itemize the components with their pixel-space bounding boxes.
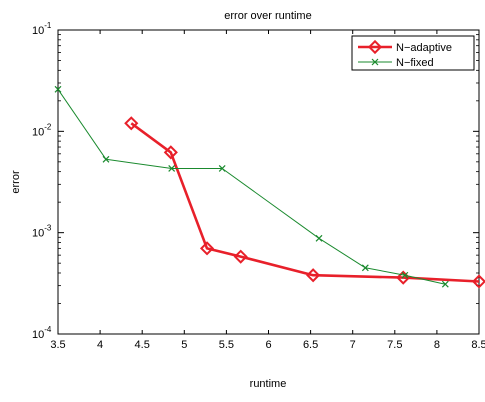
data-point-n-fixed (102, 155, 110, 163)
x-tick-label: 8 (434, 339, 440, 351)
x-tick-label: 7.5 (387, 339, 402, 351)
legend: N−adaptive N−fixed (351, 35, 475, 71)
data-point-n-adaptive (163, 145, 178, 160)
legend-box (351, 35, 475, 71)
x-tick-label: 6 (265, 339, 271, 351)
x-axis-label: runtime (250, 378, 287, 390)
data-point-n-adaptive (306, 268, 321, 283)
data-point-n-fixed (315, 234, 323, 242)
x-tick-label: 4 (97, 339, 103, 351)
data-point-n-fixed (401, 271, 409, 279)
legend-label-n-fixed: N−fixed (396, 57, 434, 69)
y-axis-label: error (10, 170, 22, 194)
series-layer (54, 85, 485, 289)
x-tick-label: 3.5 (50, 339, 65, 351)
x-tick-label: 8.5 (471, 339, 485, 351)
data-point-n-fixed (441, 280, 449, 288)
y-tick-label: 10-2 (32, 122, 52, 138)
legend-label-n-adaptive: N−adaptive (396, 42, 452, 54)
plot-area (57, 29, 480, 335)
data-point-n-adaptive (233, 249, 248, 264)
chart-title: error over runtime (224, 10, 311, 22)
x-tick-label: 5.5 (219, 339, 234, 351)
legend-marker-n-adaptive (367, 39, 383, 55)
axis-ticks: 3.5 4 4.5 5 5.5 6 6.5 7 7.5 8 8.5 10-4 10-3 10-2 10-1 (32, 21, 485, 351)
y-tick-label: 10-1 (32, 21, 52, 37)
data-point-n-adaptive (199, 241, 215, 256)
data-point-n-adaptive (124, 116, 139, 131)
x-tick-label: 5 (181, 339, 187, 351)
x-tick-label: 7 (350, 339, 356, 351)
y-tick-label: 10-4 (32, 325, 52, 341)
data-point-n-fixed (218, 165, 226, 172)
y-tick-label: 10-3 (32, 224, 52, 240)
data-point-n-fixed (361, 264, 369, 272)
data-point-n-fixed (54, 85, 62, 93)
data-point-n-adaptive (471, 274, 485, 289)
series-line-n-fixed (57, 89, 446, 285)
x-tick-label: 4.5 (135, 339, 150, 351)
data-point-n-fixed (168, 165, 176, 172)
x-tick-label: 6.5 (303, 339, 318, 351)
legend-marker-n-fixed (371, 58, 379, 66)
